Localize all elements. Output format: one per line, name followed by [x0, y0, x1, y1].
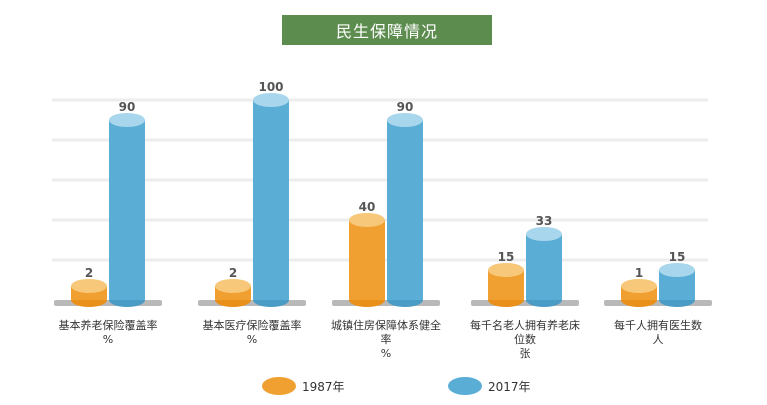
legend-label: 1987年: [302, 379, 345, 394]
bar: [621, 279, 657, 307]
bar-shade: [349, 220, 385, 300]
category-label: 基本养老保险覆盖率%: [48, 319, 168, 347]
bar-top: [621, 279, 657, 293]
category-label-line: 基本养老保险覆盖率: [58, 319, 158, 332]
data-label: 33: [536, 214, 553, 228]
bar-top: [526, 227, 562, 241]
bar: [659, 263, 695, 307]
category-label-line: 每千名老人拥有养老床位数: [470, 319, 580, 346]
bar-shade: [526, 234, 562, 300]
category-label-line: 张: [519, 347, 531, 360]
bar: [526, 227, 562, 307]
bar: [349, 213, 385, 307]
category-label-line: 人: [652, 333, 664, 346]
category-label-line: 城镇住房保障体系健全率: [331, 319, 441, 346]
category-floor: [332, 300, 440, 306]
data-label: 1: [635, 266, 643, 280]
bar: [109, 113, 145, 307]
category-label: 每千名老人拥有养老床位数张: [465, 319, 585, 361]
bar-shade: [109, 120, 145, 300]
bar-top: [109, 113, 145, 127]
bar-top: [488, 263, 524, 277]
bar-top: [387, 113, 423, 127]
bar: [215, 279, 251, 307]
category-label-line: 基本医疗保险覆盖率: [202, 319, 302, 332]
bar-top: [659, 263, 695, 277]
data-label: 40: [359, 200, 376, 214]
bar-shade: [253, 100, 289, 300]
legend-item: 1987年: [262, 377, 345, 395]
data-label: 90: [397, 100, 414, 114]
category-label: 城镇住房保障体系健全率%: [326, 319, 446, 361]
category-floor: [471, 300, 579, 306]
bar-top: [253, 93, 289, 107]
category-label: 每千人拥有医生数人: [598, 319, 718, 347]
data-label: 15: [669, 250, 686, 264]
category-label-line: %: [246, 333, 258, 346]
bar-top: [71, 279, 107, 293]
legend-swatch: [448, 377, 482, 395]
legend-item: 2017年: [448, 377, 531, 395]
category-label-line: %: [380, 347, 392, 360]
data-label: 2: [229, 266, 237, 280]
data-label: 90: [119, 100, 136, 114]
data-label: 15: [498, 250, 515, 264]
bar-top: [215, 279, 251, 293]
bar: [71, 279, 107, 307]
bar-top: [349, 213, 385, 227]
category-label-line: 每千人拥有医生数: [614, 319, 702, 332]
category-label: 基本医疗保险覆盖率%: [192, 319, 312, 347]
category-floor: [54, 300, 162, 306]
category-floor: [604, 300, 712, 306]
category-label-line: %: [102, 333, 114, 346]
bar: [253, 93, 289, 307]
legend-label: 2017年: [488, 379, 531, 394]
data-label: 100: [258, 80, 283, 94]
bar-shade: [387, 120, 423, 300]
legend-swatch: [262, 377, 296, 395]
data-label: 2: [85, 266, 93, 280]
bar: [387, 113, 423, 307]
chart-title: 民生保障情况: [282, 15, 492, 45]
bar: [488, 263, 524, 307]
category-floor: [198, 300, 306, 306]
